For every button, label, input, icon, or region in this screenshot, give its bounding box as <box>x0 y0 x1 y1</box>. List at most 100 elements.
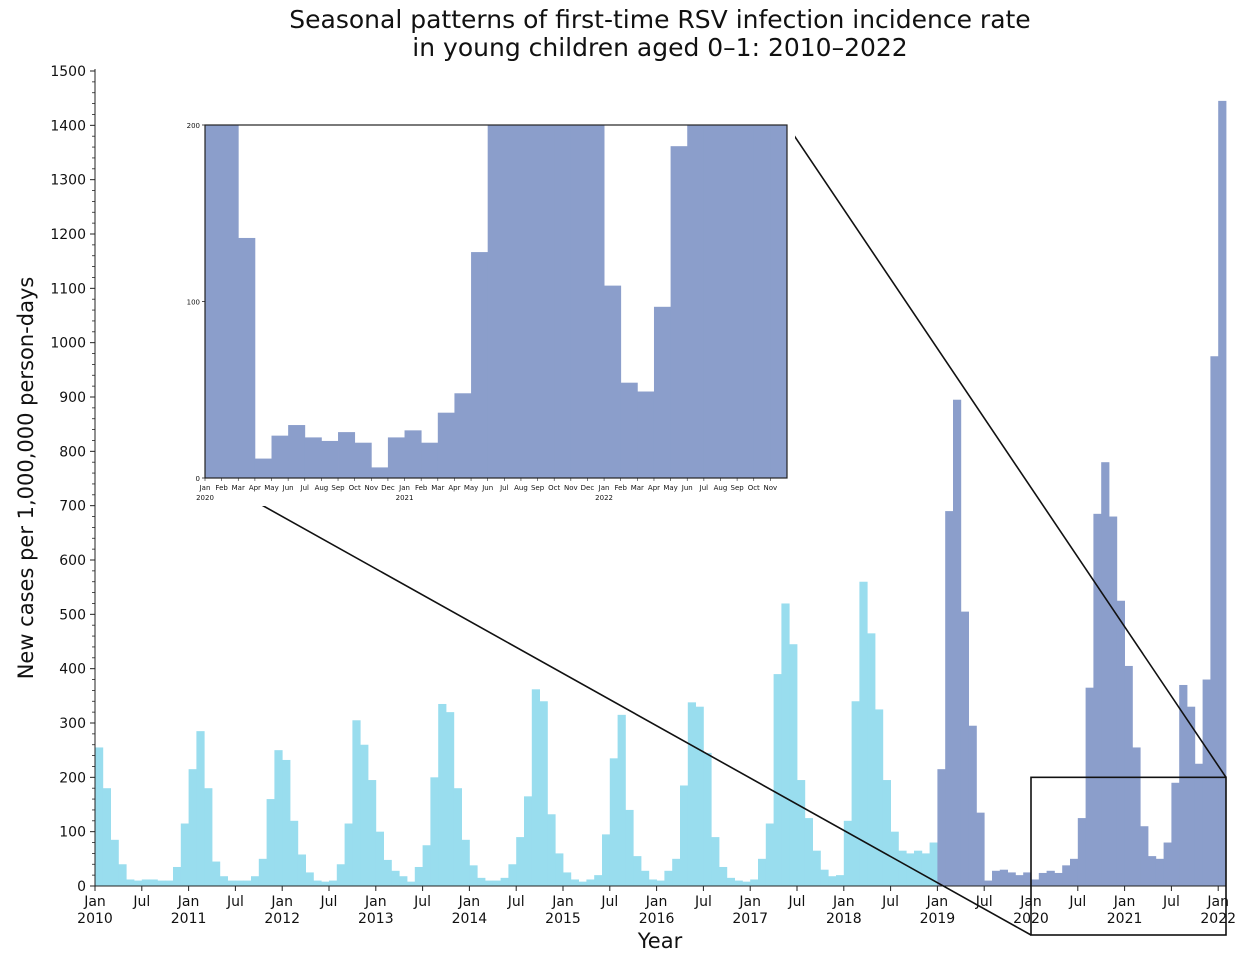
bar <box>867 633 876 886</box>
bar <box>165 880 174 886</box>
inset-y-tick-label: 0 <box>196 475 200 483</box>
bar <box>282 759 291 886</box>
inset-bar <box>570 125 588 478</box>
inset-x-tick-label: Nov <box>564 484 578 492</box>
bar <box>485 880 494 886</box>
inset-bar <box>421 442 439 478</box>
x-tick-label: Jan <box>364 894 387 910</box>
bar <box>563 872 572 886</box>
inset-x-tick-label: Mar <box>631 484 644 492</box>
bar <box>391 870 400 886</box>
y-tick-label: 300 <box>59 716 86 732</box>
bar <box>797 780 806 886</box>
bar <box>414 866 423 886</box>
x-tick-label: 2021 <box>1107 911 1143 927</box>
bar <box>898 850 907 886</box>
x-tick-label: Jul <box>226 894 244 910</box>
bar <box>368 780 377 886</box>
bar <box>352 720 361 886</box>
inset-x-tick-label: Jul <box>699 484 709 492</box>
x-tick-label: Jan <box>177 894 200 910</box>
bar <box>1062 865 1071 886</box>
x-tick-label: 2019 <box>920 911 956 927</box>
bar <box>313 880 322 886</box>
inset-x-tick-label: Nov <box>764 484 778 492</box>
bar <box>984 880 993 886</box>
bar <box>1046 870 1055 886</box>
inset-bar <box>703 125 721 478</box>
inset-x-tick-label: Apr <box>249 484 261 492</box>
bar <box>1148 856 1157 886</box>
x-tick-label: 2015 <box>545 911 581 927</box>
bar <box>126 879 135 886</box>
inset-bar <box>387 437 405 478</box>
inset-x-tick-label: Jan <box>199 484 211 492</box>
bar <box>648 879 657 886</box>
bar <box>625 809 634 886</box>
bar <box>547 814 556 886</box>
inset-x-tick-label: Mar <box>232 484 245 492</box>
inset-x-tick-label: Mar <box>431 484 444 492</box>
inset-y-tick-label: 100 <box>187 299 200 307</box>
inset-x-tick-label: May <box>663 484 677 492</box>
axis-labels: Year New cases per 1,000,000 person-days <box>14 277 683 953</box>
inset-bar <box>371 467 389 478</box>
bar <box>1101 462 1110 886</box>
bar <box>843 820 852 886</box>
inset-bar <box>288 425 306 478</box>
x-tick-label: Jul <box>413 894 431 910</box>
inset-bar <box>321 440 339 478</box>
bar <box>149 879 158 886</box>
bar <box>336 864 345 886</box>
bar <box>859 581 868 886</box>
bar <box>851 701 860 886</box>
y-tick-label: 400 <box>59 662 86 678</box>
bar <box>914 850 923 886</box>
inset-x-tick-label: Oct <box>548 484 560 492</box>
inset-x-tick-label: Sep <box>731 484 745 492</box>
bar <box>609 758 618 886</box>
bar <box>196 731 205 886</box>
bar <box>188 769 197 886</box>
bar <box>695 706 704 886</box>
x-tick-label: 2018 <box>826 911 862 927</box>
x-tick-label: Jan <box>832 894 855 910</box>
inset-x-tick-label: Oct <box>748 484 760 492</box>
inset-x-tick-label: Jan <box>398 484 410 492</box>
inset-year-label: 2022 <box>595 494 613 502</box>
bar <box>804 818 813 886</box>
inset-x-tick-label: Feb <box>415 484 428 492</box>
inset-x-tick-label: Jul <box>300 484 310 492</box>
bar <box>1085 687 1094 886</box>
inset-x-tick-label: Jun <box>282 484 294 492</box>
x-axis-title: Year <box>637 929 683 953</box>
bar <box>1187 706 1196 886</box>
chart-title-line: Seasonal patterns of first-time RSV infe… <box>289 5 1030 34</box>
inset-bar <box>271 435 289 478</box>
y-tick-label: 1500 <box>50 64 86 80</box>
y-tick-label: 1000 <box>50 336 86 352</box>
bar <box>742 881 751 886</box>
bar <box>469 865 478 886</box>
y-tick-label: 800 <box>59 444 86 460</box>
bar <box>1077 818 1086 886</box>
inset-bar <box>737 125 755 478</box>
bar <box>539 701 548 886</box>
bar <box>1109 516 1118 886</box>
bar <box>836 875 845 886</box>
bar <box>960 611 969 886</box>
bar <box>118 864 127 886</box>
bar <box>344 823 353 886</box>
bar <box>937 769 946 886</box>
bar <box>1070 858 1079 886</box>
x-tick-label: Jul <box>1068 894 1086 910</box>
zoom-connector-lines <box>207 124 1227 936</box>
y-tick-label: 900 <box>59 390 86 406</box>
bar <box>266 799 275 886</box>
bar <box>726 877 735 886</box>
bar <box>212 861 221 886</box>
inset-bar <box>587 125 605 478</box>
inset-bar <box>604 285 622 478</box>
bar <box>758 858 767 886</box>
